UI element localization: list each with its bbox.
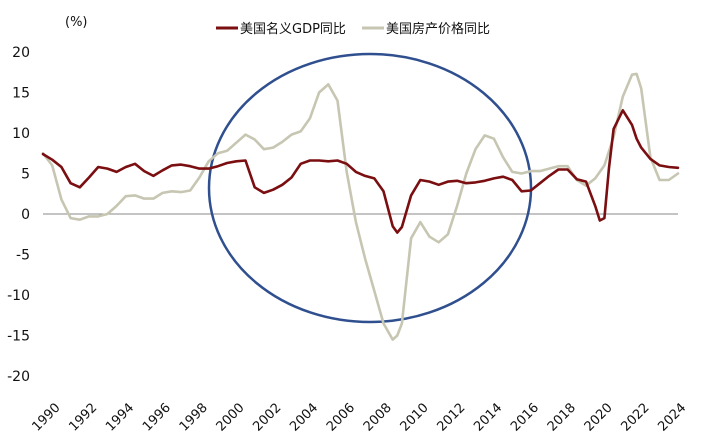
x-tick-label: 1990 — [30, 401, 64, 435]
y-tick-label: -10 — [7, 288, 30, 304]
y-tick-label: 10 — [12, 126, 30, 142]
x-tick-label: 2008 — [361, 401, 395, 435]
y-tick-label: -15 — [7, 329, 30, 345]
legend-label-house-price: 美国房产价格同比 — [386, 21, 490, 37]
x-tick-label: 1994 — [103, 401, 137, 435]
legend: 美国名义GDP同比 美国房产价格同比 — [216, 21, 490, 37]
series-line-house-price — [41, 72, 680, 341]
x-tick-label: 2020 — [582, 401, 616, 435]
y-tick-label: -20 — [7, 369, 30, 385]
y-tick-label: 15 — [12, 86, 30, 102]
x-tick-label: 2004 — [287, 401, 321, 435]
highlight-ellipse — [207, 52, 533, 324]
x-tick-label: 1996 — [140, 401, 174, 435]
y-tick-label: 20 — [12, 45, 30, 61]
x-tick-label: 2024 — [655, 401, 689, 435]
y-axis-ticks: 20 15 10 5 0 -5 -10 -15 -20 — [7, 45, 30, 385]
x-tick-label: 2006 — [324, 401, 358, 435]
y-tick-label: -5 — [16, 248, 30, 264]
series-line-gdp — [41, 109, 680, 234]
x-tick-label: 1998 — [177, 401, 211, 435]
x-tick-label: 2010 — [398, 401, 432, 435]
y-tick-label: 0 — [21, 207, 30, 223]
x-tick-label: 2012 — [434, 401, 468, 435]
x-tick-label: 2018 — [545, 401, 579, 435]
series-layer — [41, 72, 680, 341]
x-tick-label: 2002 — [250, 401, 284, 435]
y-tick-label: 5 — [21, 167, 30, 183]
legend-label-gdp: 美国名义GDP同比 — [240, 21, 346, 37]
y-axis-unit-label: (%) — [65, 15, 88, 30]
x-tick-label: 1992 — [66, 401, 100, 435]
x-tick-label: 2000 — [214, 401, 248, 435]
x-axis-ticks: 1990 1992 1994 1996 1998 2000 2002 2004 2006 2008… — [30, 401, 690, 435]
x-tick-label: 2014 — [471, 401, 505, 435]
x-tick-label: 2022 — [619, 401, 653, 435]
x-tick-label: 2016 — [508, 401, 542, 435]
